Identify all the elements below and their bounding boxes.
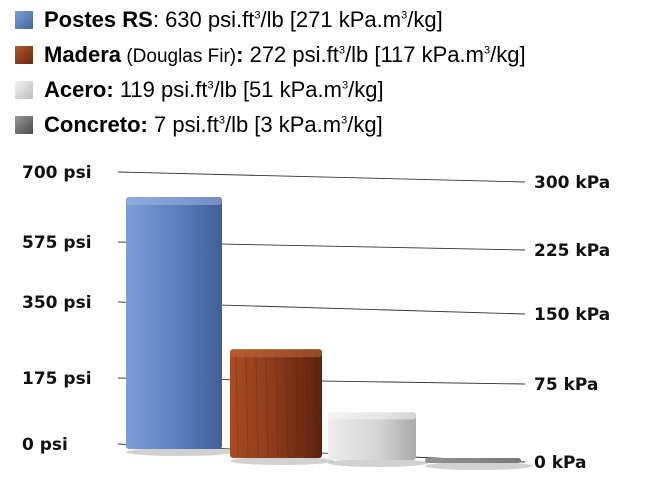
legend-text-madera: Madera (Douglas Fir): 272 psi.ft3/lb [11… bbox=[44, 42, 526, 67]
bar-texture bbox=[315, 355, 319, 457]
bar-shadow bbox=[126, 448, 234, 456]
bar-top bbox=[230, 349, 322, 358]
legend-text-concreto: Concreto: 7 psi.ft3/lb [3 kPa.m3/kg] bbox=[44, 112, 383, 137]
bar-acero bbox=[328, 412, 428, 467]
bar-top bbox=[328, 412, 416, 420]
bar-top bbox=[425, 458, 521, 463]
left-tick-label: 0 psi bbox=[22, 435, 68, 455]
bar-postes-rs bbox=[126, 197, 234, 456]
bar-texture bbox=[265, 355, 269, 457]
bar-shadow bbox=[425, 462, 533, 470]
legend-text-acero: Acero: 119 psi.ft3/lb [51 kPa.m3/kg] bbox=[44, 77, 384, 102]
bar-madera bbox=[230, 349, 334, 465]
bar-texture bbox=[305, 355, 309, 457]
bar-texture bbox=[255, 355, 259, 457]
bar-top bbox=[126, 197, 222, 205]
legend-swatch-postes bbox=[15, 11, 33, 29]
bar-texture bbox=[245, 355, 249, 457]
right-tick-label: 150 kPa bbox=[534, 305, 610, 325]
bar-face bbox=[230, 349, 322, 458]
bar-texture bbox=[295, 355, 299, 457]
legend-item-madera: Madera (Douglas Fir): 272 psi.ft3/lb [11… bbox=[0, 40, 526, 70]
guide-line bbox=[117, 171, 526, 183]
bar-face bbox=[328, 412, 416, 460]
right-tick-label: 0 kPa bbox=[534, 453, 587, 473]
legend-swatch-madera bbox=[15, 46, 33, 64]
bar-face bbox=[126, 197, 222, 449]
tick-labels: 700 psi 300 kPa 575 psi 225 kPa 350 psi 150 k… bbox=[22, 163, 610, 473]
right-tick-label: 75 kPa bbox=[534, 375, 598, 395]
bar-concreto bbox=[425, 458, 533, 470]
left-tick-label: 575 psi bbox=[22, 233, 92, 253]
right-tick-label: 300 kPa bbox=[534, 173, 610, 193]
bars bbox=[126, 197, 533, 470]
left-tick-label: 700 psi bbox=[22, 163, 92, 183]
legend-item-postes: Postes RS: 630 psi.ft3/lb [271 kPa.m3/kg… bbox=[0, 5, 443, 35]
bar-texture bbox=[235, 355, 239, 457]
legend-text-postes: Postes RS: 630 psi.ft3/lb [271 kPa.m3/kg… bbox=[44, 7, 443, 32]
bar-texture bbox=[275, 355, 279, 457]
bar-texture bbox=[285, 355, 289, 457]
legend-swatch-concreto bbox=[15, 116, 33, 134]
right-tick-label: 225 kPa bbox=[534, 241, 610, 261]
legend-item-concreto: Concreto: 7 psi.ft3/lb [3 kPa.m3/kg] bbox=[0, 110, 383, 140]
bar-shadow bbox=[328, 459, 428, 467]
bar-shadow bbox=[230, 457, 334, 465]
legend-item-acero: Acero: 119 psi.ft3/lb [51 kPa.m3/kg] bbox=[0, 75, 384, 105]
left-tick-label: 175 psi bbox=[22, 369, 92, 389]
legend-swatch-acero bbox=[15, 81, 33, 99]
left-tick-label: 350 psi bbox=[22, 293, 92, 313]
